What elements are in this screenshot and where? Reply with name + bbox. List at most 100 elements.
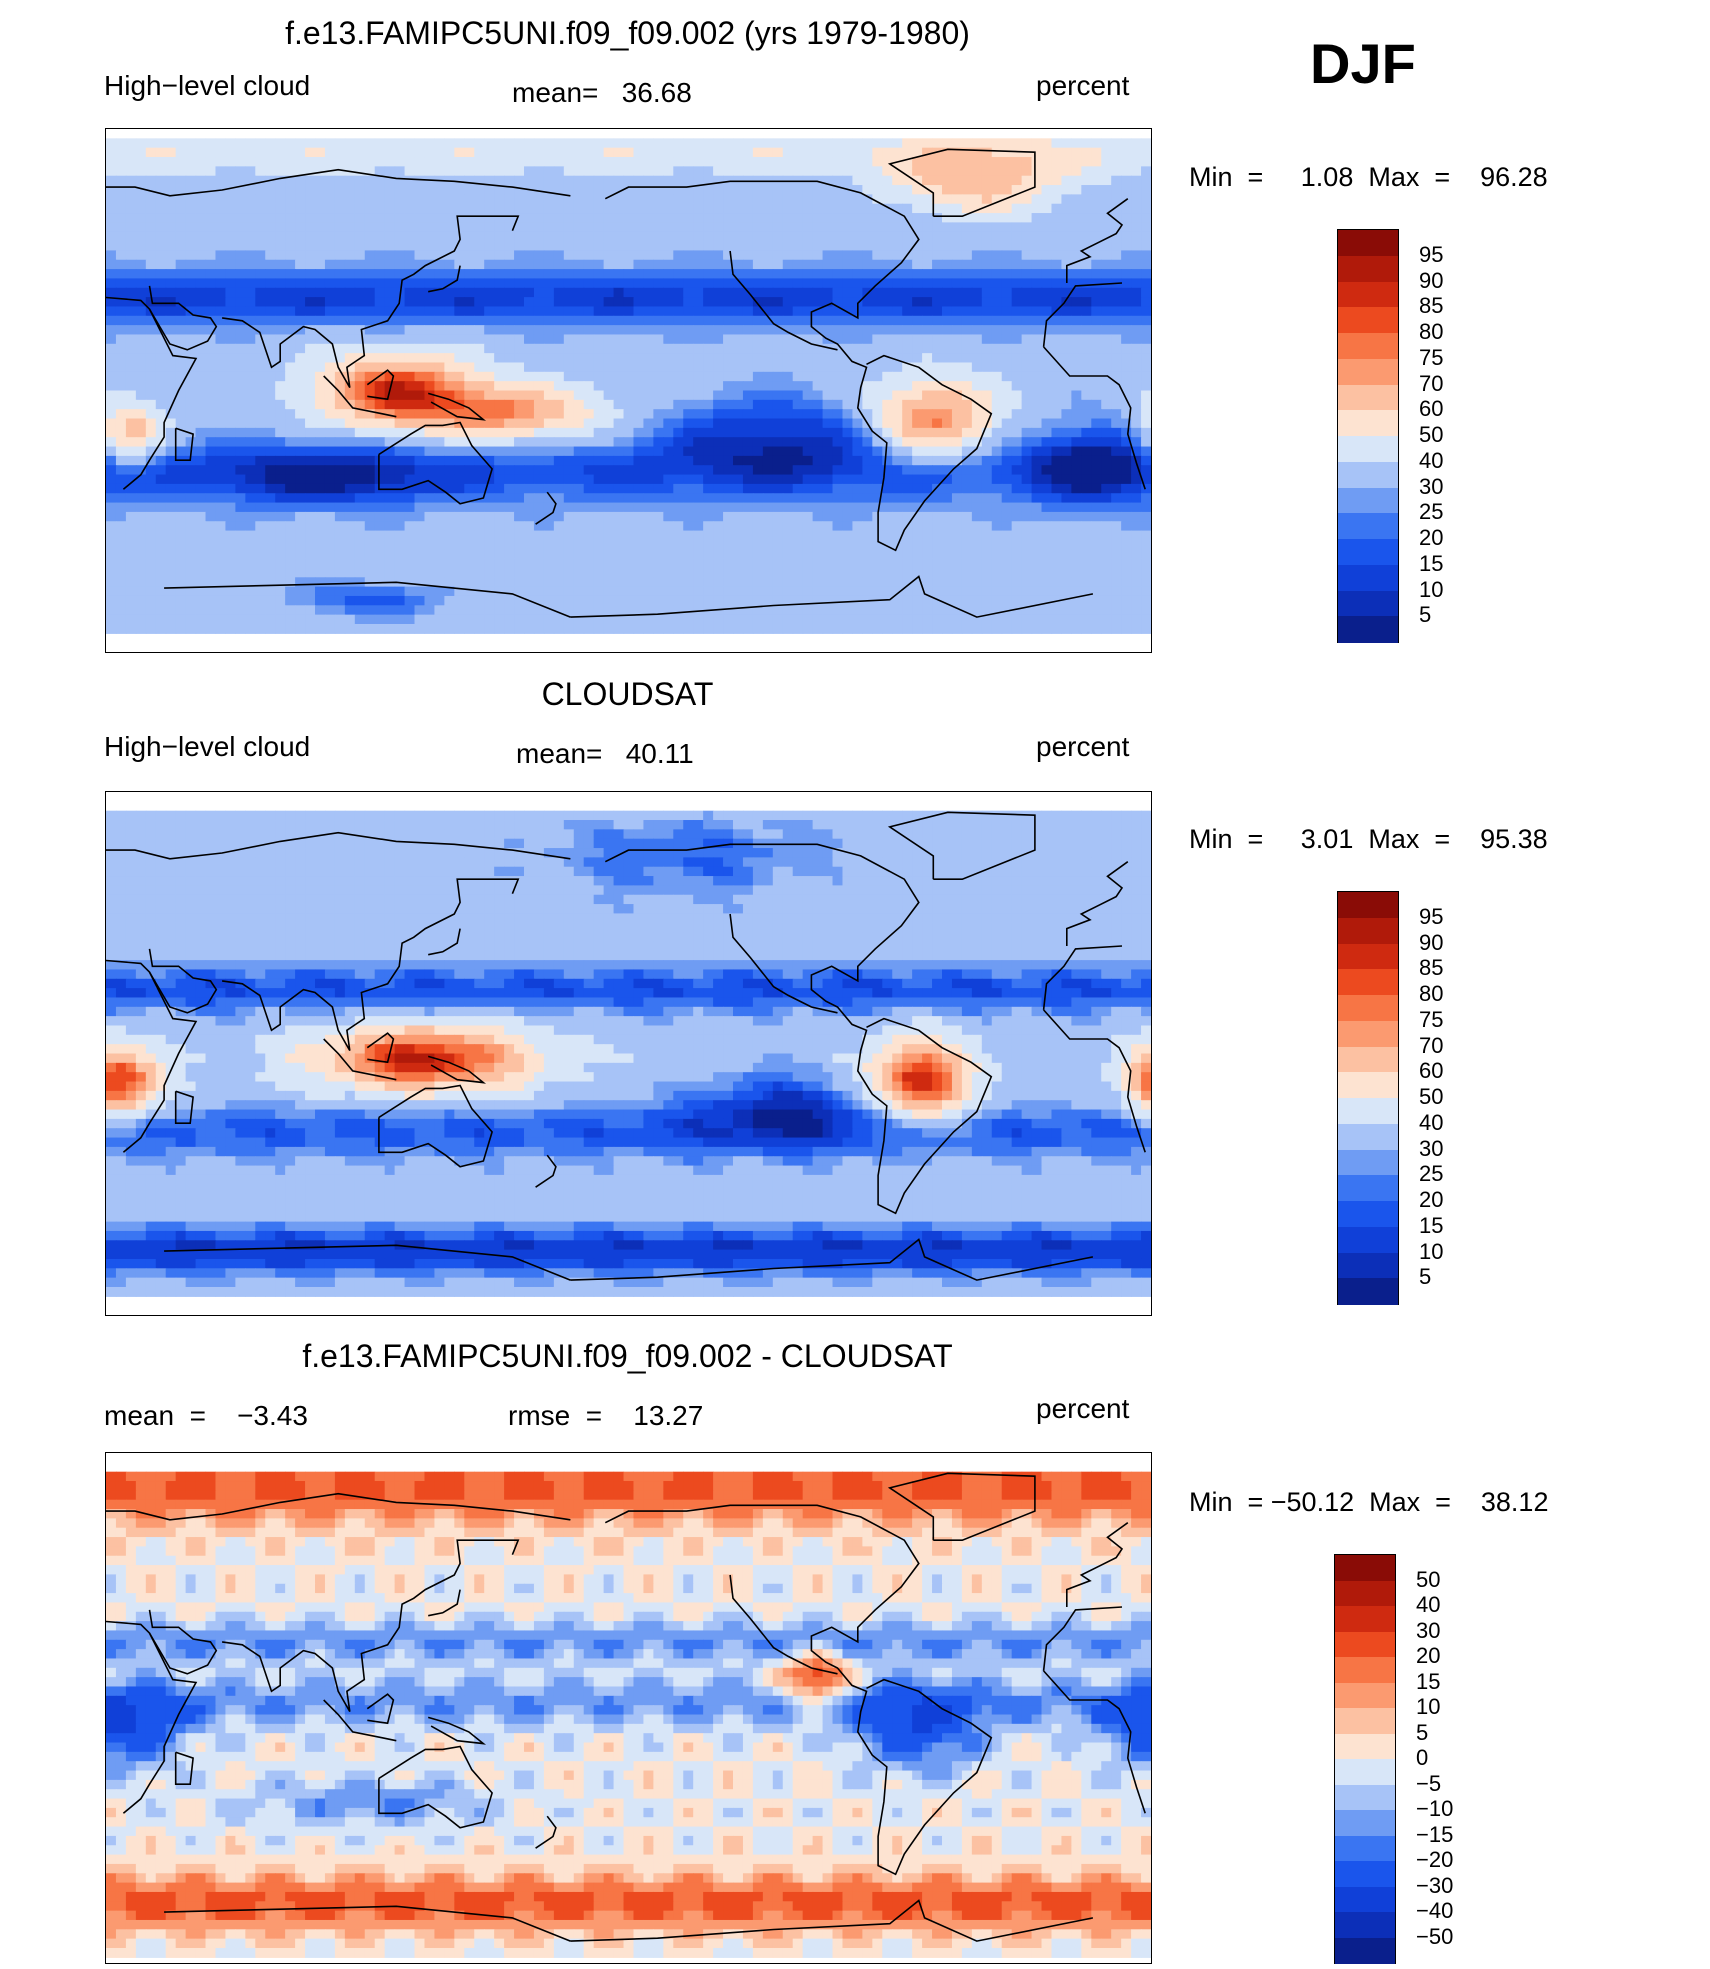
field-cell bbox=[175, 287, 187, 298]
field-cell bbox=[285, 427, 296, 438]
field-cell bbox=[733, 530, 744, 541]
field-cell bbox=[106, 278, 117, 289]
field-cell bbox=[553, 315, 565, 326]
field-cell bbox=[543, 306, 555, 317]
field-cell bbox=[922, 325, 933, 336]
field-cell bbox=[424, 502, 436, 513]
field-cell bbox=[125, 213, 137, 223]
field-cell bbox=[912, 418, 923, 429]
field-cell bbox=[563, 259, 575, 270]
field-cell bbox=[1011, 353, 1023, 364]
field-cell bbox=[1021, 371, 1033, 382]
field-cell bbox=[723, 138, 734, 149]
field-cell bbox=[782, 381, 794, 392]
field-cell bbox=[1111, 427, 1122, 438]
field-cell bbox=[255, 474, 266, 485]
field-cell bbox=[195, 558, 207, 569]
field-cell bbox=[1021, 203, 1033, 214]
field-cell bbox=[892, 203, 903, 214]
field-cell bbox=[305, 371, 316, 382]
field-cell bbox=[245, 577, 256, 588]
field-cell bbox=[464, 577, 475, 588]
field-cell bbox=[135, 465, 147, 476]
field-cell bbox=[265, 306, 276, 317]
field-cell bbox=[553, 353, 565, 364]
field-cell bbox=[583, 502, 595, 513]
field-cell bbox=[742, 521, 754, 532]
field-cell bbox=[364, 353, 376, 364]
field-cell bbox=[1121, 455, 1132, 466]
field-cell bbox=[514, 446, 525, 457]
field-cell bbox=[305, 539, 316, 550]
field-cell bbox=[235, 278, 246, 289]
field-cell bbox=[185, 567, 197, 578]
field-cell bbox=[613, 483, 625, 494]
field-cell bbox=[444, 390, 455, 401]
field-cell bbox=[225, 353, 236, 364]
field-cell bbox=[693, 418, 704, 429]
field-cell bbox=[713, 297, 724, 308]
field-cell bbox=[961, 399, 973, 410]
field-cell bbox=[275, 371, 286, 382]
field-cell bbox=[812, 297, 824, 308]
field-cell bbox=[1141, 558, 1151, 569]
field-cell bbox=[573, 418, 585, 429]
field-cell bbox=[195, 315, 207, 326]
field-cell bbox=[981, 437, 993, 448]
field-cell bbox=[733, 567, 744, 578]
field-cell bbox=[583, 175, 595, 186]
field-cell bbox=[543, 297, 555, 308]
field-cell bbox=[802, 409, 814, 420]
field-cell bbox=[1121, 502, 1132, 513]
field-cell bbox=[603, 259, 615, 270]
field-cell bbox=[882, 213, 893, 223]
field-cell bbox=[1031, 446, 1043, 457]
field-cell bbox=[832, 166, 844, 177]
field-cell bbox=[882, 381, 893, 392]
field-cell bbox=[623, 493, 635, 504]
field-cell bbox=[892, 493, 903, 504]
field-cell bbox=[484, 511, 495, 522]
field-cell bbox=[961, 381, 973, 392]
field-cell bbox=[1071, 334, 1082, 345]
field-cell bbox=[922, 409, 933, 420]
field-cell bbox=[125, 166, 137, 177]
field-cell bbox=[1111, 315, 1122, 326]
field-cell bbox=[245, 511, 256, 522]
field-cell bbox=[235, 241, 246, 252]
field-cell bbox=[185, 147, 197, 158]
field-cell bbox=[932, 334, 943, 345]
field-cell bbox=[1021, 222, 1033, 233]
field-cell bbox=[1071, 521, 1082, 532]
field-cell bbox=[165, 539, 177, 550]
field-cell bbox=[533, 437, 545, 448]
field-cell bbox=[1131, 549, 1142, 560]
field-cell bbox=[951, 474, 963, 485]
field-cell bbox=[115, 194, 127, 205]
field-cell bbox=[573, 269, 585, 280]
field-cell bbox=[951, 306, 963, 317]
field-cell bbox=[693, 549, 704, 560]
field-cell bbox=[245, 418, 256, 429]
field-cell bbox=[912, 213, 923, 223]
field-cell bbox=[593, 315, 605, 326]
field-cell bbox=[623, 166, 635, 177]
field-cell bbox=[693, 465, 704, 476]
field-cell bbox=[812, 287, 824, 298]
field-cell bbox=[733, 493, 744, 504]
field-cell bbox=[474, 549, 485, 560]
field-cell bbox=[225, 147, 236, 158]
field-cell bbox=[155, 194, 167, 205]
field-cell bbox=[235, 157, 246, 167]
field-cell bbox=[603, 465, 615, 476]
field-cell bbox=[643, 194, 654, 205]
field-cell bbox=[504, 297, 515, 308]
field-cell bbox=[603, 231, 615, 242]
field-cell bbox=[971, 521, 983, 532]
field-cell bbox=[106, 446, 117, 457]
field-cell bbox=[723, 231, 734, 242]
field-cell bbox=[912, 166, 923, 177]
field-cell bbox=[145, 455, 157, 466]
field-cell bbox=[344, 306, 356, 317]
field-cell bbox=[494, 558, 505, 569]
